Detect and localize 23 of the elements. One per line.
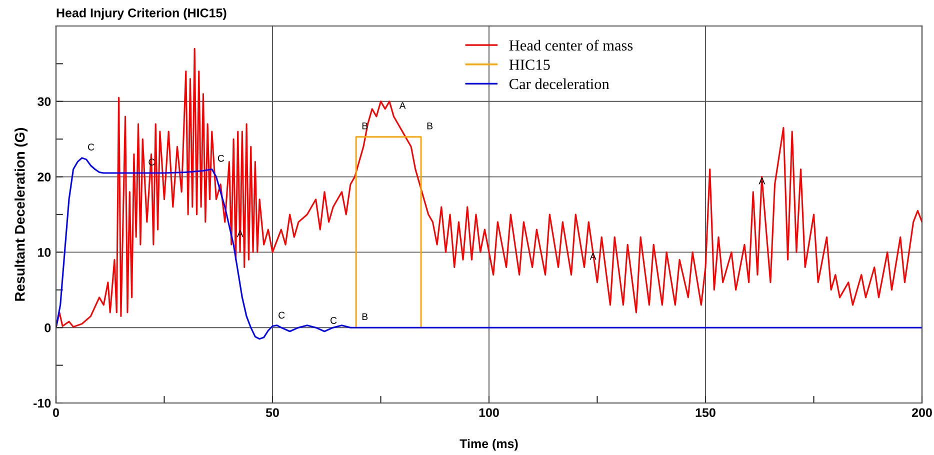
x-tick-label: 100 <box>479 408 499 418</box>
legend-label: Car deceleration <box>509 78 610 90</box>
y-tick-label: 30 <box>38 97 51 106</box>
annotation: C <box>330 317 337 324</box>
x-tick-label: 0 <box>53 408 59 418</box>
legend-label: Head center of mass <box>509 40 633 51</box>
x-tick-label: 50 <box>266 408 279 418</box>
chart-title: Head Injury Criterion (HIC15) <box>56 8 226 20</box>
y-tick-label: 10 <box>38 248 51 257</box>
annotation: A <box>399 102 406 109</box>
x-axis-title: Time (ms) <box>460 438 518 451</box>
x-tick-label: 200 <box>912 408 932 418</box>
x-tick-label: 150 <box>696 408 716 418</box>
legend-label: HIC15 <box>509 60 550 70</box>
annotation: B <box>427 122 433 130</box>
y-tick-label: 20 <box>38 172 51 182</box>
y-tick-label: -10 <box>34 398 51 408</box>
annotation: C <box>278 312 285 319</box>
y-tick-label: 0 <box>44 323 51 332</box>
annotation: B <box>362 313 368 320</box>
annotation: C <box>88 144 94 150</box>
y-axis-title: Resultant Deceleration (G) <box>14 128 28 301</box>
annotation: C <box>218 154 224 162</box>
